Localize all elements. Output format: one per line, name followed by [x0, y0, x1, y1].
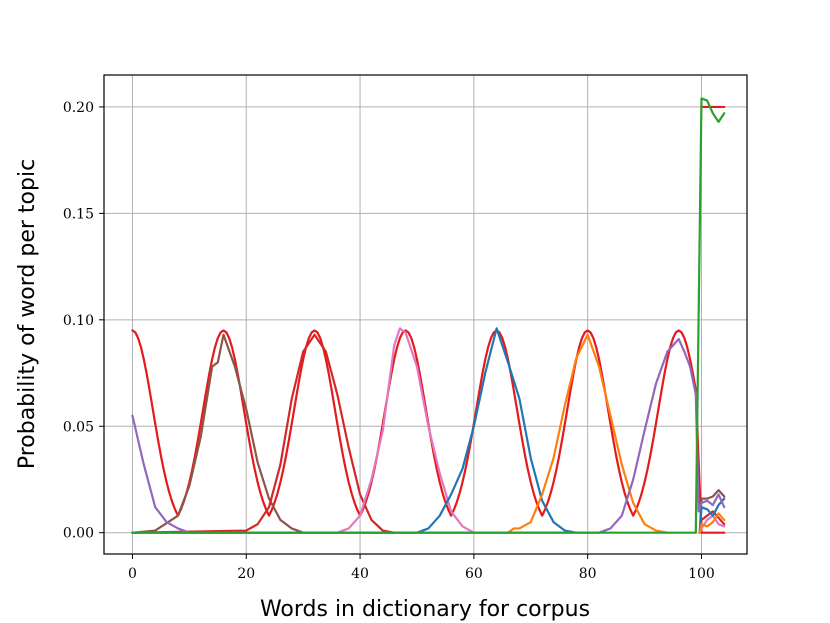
y-tick-label: 0.20 — [63, 100, 94, 116]
x-axis-ticks: 0 20 40 60 80 100 — [128, 554, 715, 582]
x-tick-label: 20 — [237, 566, 255, 582]
y-tick-label: 0.00 — [63, 526, 94, 542]
x-tick-label: 100 — [688, 566, 715, 582]
y-tick-label: 0.10 — [63, 313, 94, 329]
y-axis-ticks: 0.00 0.05 0.10 0.15 0.20 — [63, 100, 104, 542]
series-group — [131, 97, 726, 534]
series-tail-6 — [698, 512, 726, 534]
x-tick-label: 80 — [579, 566, 597, 582]
series-tail-5 — [698, 497, 726, 534]
series-line-2 — [131, 333, 305, 534]
series-line-7 — [131, 337, 726, 534]
x-tick-label: 40 — [351, 566, 369, 582]
series-line-8 — [131, 97, 726, 534]
series-line-6 — [131, 333, 669, 534]
series-line-4 — [131, 327, 475, 534]
y-tick-label: 0.15 — [63, 206, 94, 222]
y-axis-label: Probability of word per topic — [15, 159, 40, 469]
plot-frame — [103, 74, 748, 555]
gridlines — [104, 75, 747, 554]
x-tick-label: 0 — [128, 566, 137, 582]
x-axis-label: Words in dictionary for corpus — [260, 597, 590, 622]
series-line-5 — [131, 327, 578, 534]
y-tick-label: 0.05 — [63, 419, 94, 435]
series-line-3 — [131, 333, 396, 534]
x-tick-label: 60 — [465, 566, 483, 582]
